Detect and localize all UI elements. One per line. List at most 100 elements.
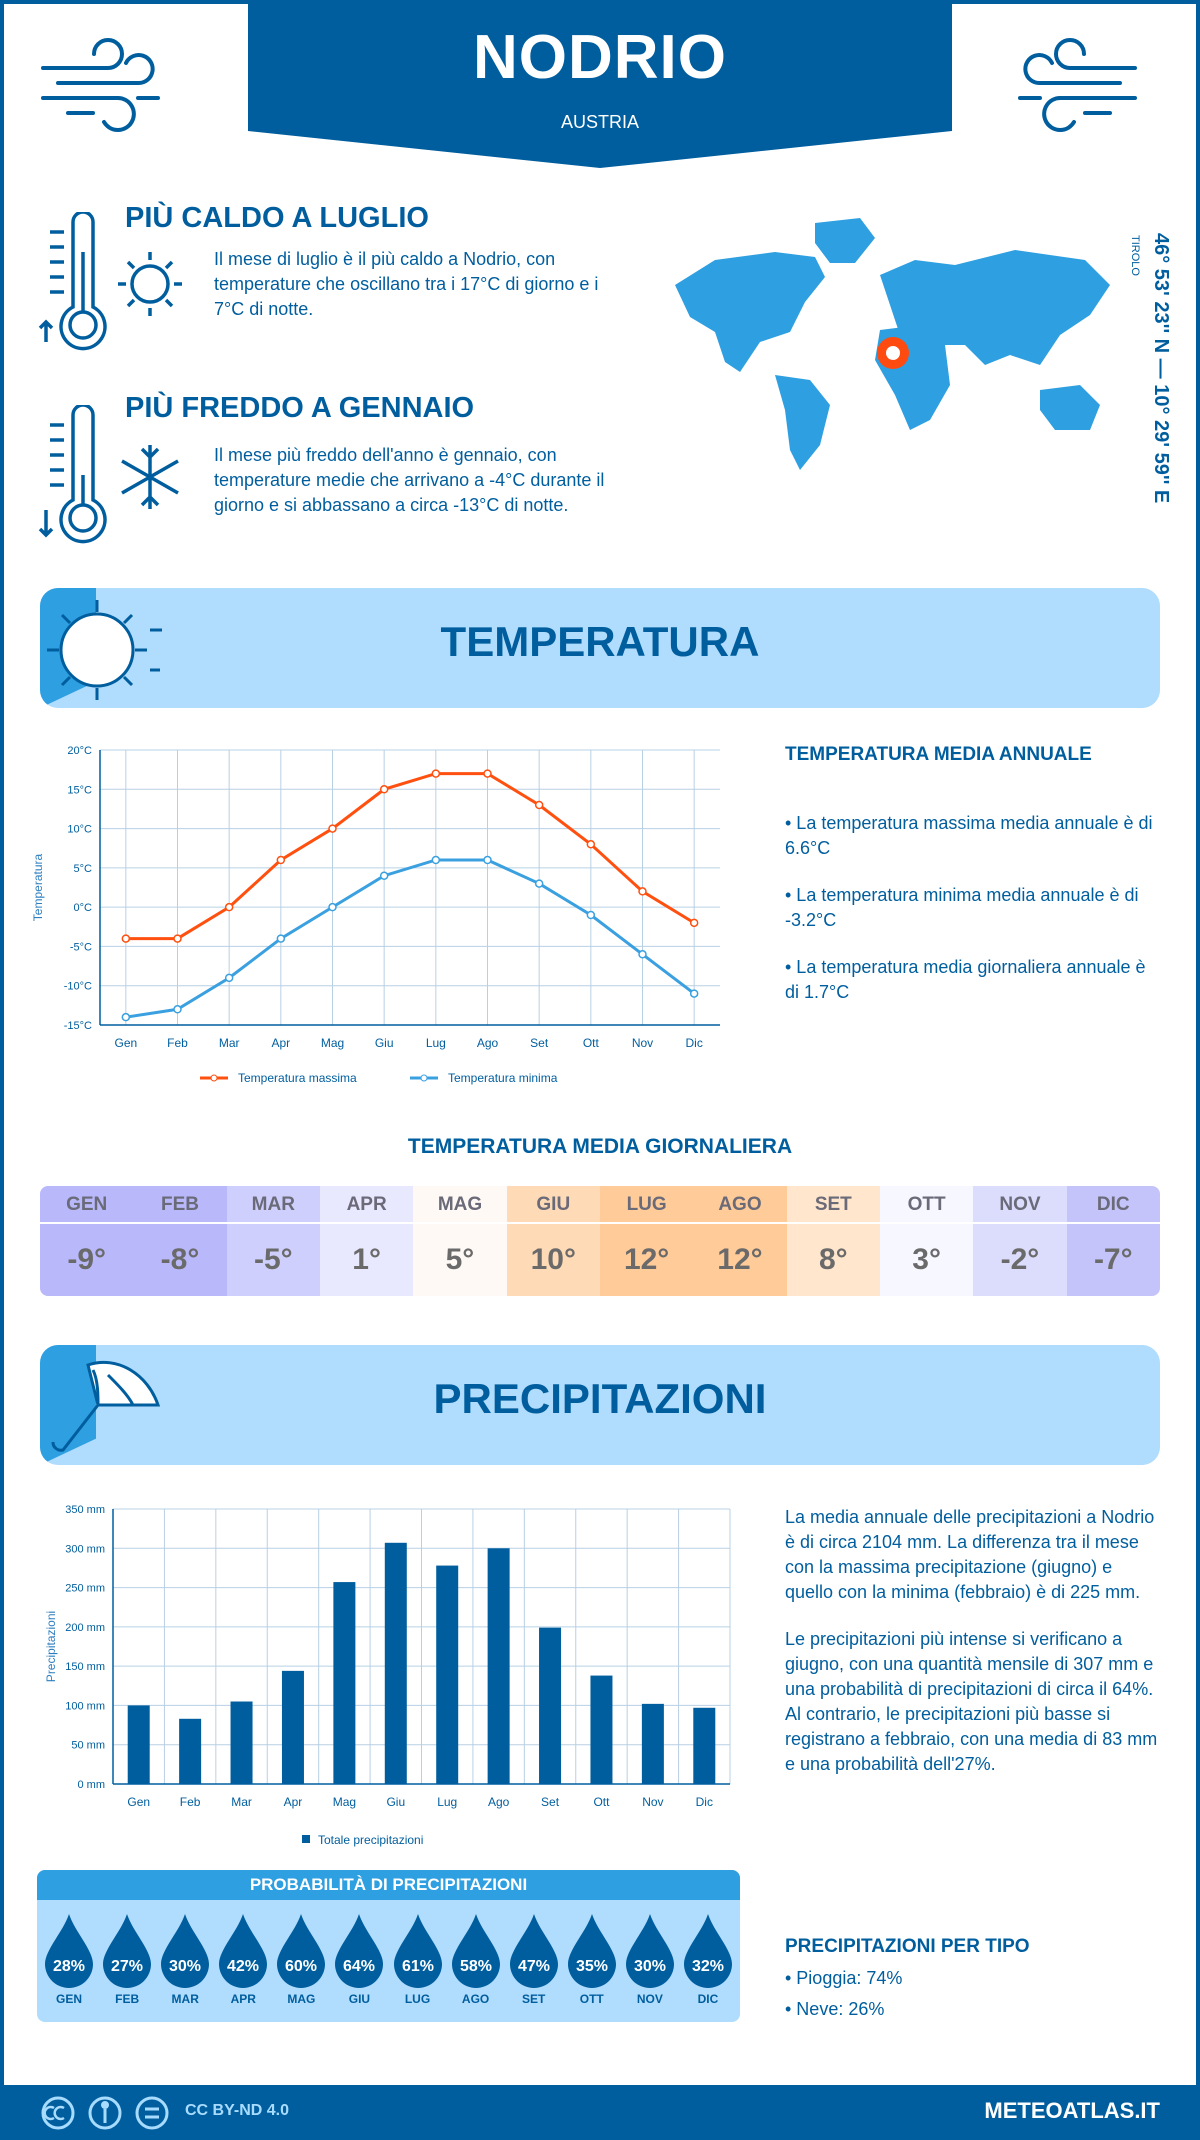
probability-value: 30% [634, 1958, 666, 1975]
precipitation-chart: 0 mm 50 mm 100 mm 150 mm 200 mm 250 mm 300 mm 3… [44, 1504, 731, 1847]
coordinates: 46° 53' 23'' N — 10° 29' 59'' E [1150, 233, 1172, 504]
probability-value: 30% [169, 1958, 201, 1975]
daily-temp-cell: OTT 3° [879, 1186, 974, 1296]
cc-license-icons [41, 2096, 169, 2130]
probability-value: 42% [227, 1958, 259, 1975]
temp-value: 12° [623, 1243, 670, 1276]
raindrop-icon: 30% [161, 1914, 210, 1988]
legend-marker [420, 1074, 428, 1082]
y-tick-label: 150 mm [65, 1661, 105, 1673]
raindrop-icon: 27% [103, 1914, 152, 1988]
month-label: MAR [171, 1992, 199, 2006]
daily-temp-cell: LUG 12° [599, 1186, 694, 1296]
x-tick-label: Ott [583, 1036, 600, 1050]
y-tick-label: 50 mm [71, 1740, 105, 1752]
raindrop-icon: 58% [451, 1914, 500, 1988]
probability-drop: 64% GIU [330, 1900, 388, 2006]
month-label: MAG [287, 1992, 316, 2006]
probability-value: 47% [518, 1958, 550, 1975]
precip-type-block: PRECIPITAZIONI PER TIPO • Pioggia: 74% •… [785, 1936, 1160, 2022]
precip-type-title: PRECIPITAZIONI PER TIPO [785, 1936, 1030, 1957]
probability-drop: 30% NOV [621, 1900, 679, 2006]
month-label: SET [521, 1992, 546, 2006]
month-label: GEN [56, 1992, 83, 2006]
y-tick-label: 10°C [67, 824, 92, 836]
raindrop-icon: 35% [567, 1914, 616, 1988]
data-point [689, 989, 699, 998]
data-point [483, 769, 492, 778]
annual-bullet: • La temperatura massima media annuale è… [785, 813, 1153, 858]
umbrella-icon [51, 1360, 161, 1452]
data-point [173, 1005, 182, 1014]
month-label: SET [786, 1186, 880, 1224]
bar [384, 1542, 407, 1784]
probability-drop: 27% FEB [98, 1900, 156, 2006]
precip-type-snow: • Neve: 26% [785, 1999, 885, 2019]
x-tick-label: Ago [477, 1036, 499, 1050]
thermometer-cold-icon [38, 405, 179, 544]
y-tick-label: -5°C [70, 941, 92, 953]
month-label: FEB [115, 1992, 140, 2006]
month-label: AGO [461, 1992, 490, 2006]
y-tick-label: 0°C [74, 902, 93, 914]
probability-value: 60% [285, 1958, 317, 1975]
raindrop-icon: 42% [219, 1914, 268, 1988]
data-point [224, 902, 234, 912]
sun-icon [47, 600, 162, 700]
data-point [173, 934, 182, 943]
month-label: GIU [348, 1992, 371, 2006]
site-link[interactable]: METEOATLAS.IT [984, 2098, 1160, 2123]
annual-temp-title: TEMPERATURA MEDIA ANNUALE [785, 744, 1092, 765]
y-tick-label: 0 mm [78, 1779, 106, 1791]
country-label: AUSTRIA [560, 112, 639, 132]
region-label: TIROLO [1129, 235, 1141, 276]
precipitation-title: PRECIPITAZIONI [433, 1375, 767, 1422]
month-label: APR [319, 1186, 414, 1224]
temp-value: 1° [352, 1243, 381, 1276]
month-label: DIC [1066, 1186, 1160, 1224]
temperature-title: TEMPERATURA [440, 618, 760, 665]
raindrop-icon: 64% [335, 1914, 384, 1988]
probability-title: PROBABILITÀ DI PRECIPITAZIONI [37, 1870, 740, 1900]
raindrop-icon: 32% [683, 1914, 732, 1988]
temp-value: -7° [1093, 1243, 1133, 1276]
x-tick-label: Mag [321, 1036, 344, 1050]
month-label: GIU [506, 1186, 600, 1224]
data-point [586, 840, 596, 849]
bar [333, 1582, 356, 1784]
probability-drop: 32% DIC [679, 1900, 737, 2006]
x-tick-label: Ago [488, 1795, 510, 1809]
x-tick-label: Mar [231, 1795, 252, 1809]
y-tick-label: 250 mm [65, 1583, 105, 1595]
x-tick-label: Nov [642, 1795, 663, 1809]
data-point [534, 879, 544, 888]
precipitation-section-header: PRECIPITAZIONI [40, 1345, 1160, 1465]
y-axis-title: Temperatura [31, 853, 45, 921]
month-label: NOV [636, 1992, 663, 2006]
probability-drop: 61% LUG [388, 1900, 446, 2006]
x-tick-label: Feb [167, 1036, 188, 1050]
temperature-section-header: TEMPERATURA [40, 588, 1160, 708]
y-axis-title: Precipitazioni [44, 1611, 58, 1682]
data-point [534, 800, 544, 810]
daily-temp-cell: SET 8° [786, 1186, 880, 1296]
month-label: AGO [693, 1186, 787, 1224]
probability-drop: 28% GEN [40, 1900, 98, 2006]
probability-drop: 30% MAR [156, 1900, 214, 2006]
probability-drop: 47% SET [505, 1900, 563, 2006]
x-tick-label: Set [541, 1795, 560, 1809]
probability-value: 32% [692, 1958, 724, 1975]
daily-temp-cell: GEN -9° [40, 1186, 134, 1296]
header-banner [248, 0, 952, 168]
x-tick-label: Ott [593, 1795, 610, 1809]
x-tick-label: Nov [632, 1036, 653, 1050]
y-tick-label: 15°C [67, 784, 92, 796]
probability-value: 35% [576, 1958, 608, 1975]
month-label: NOV [973, 1186, 1067, 1224]
month-label: LUG [599, 1186, 694, 1224]
probability-value: 27% [111, 1958, 143, 1975]
data-point [224, 973, 234, 983]
temp-value: 10° [530, 1243, 576, 1276]
probability-drop: 42% APR [214, 1900, 272, 2006]
temp-value: 12° [717, 1243, 763, 1276]
